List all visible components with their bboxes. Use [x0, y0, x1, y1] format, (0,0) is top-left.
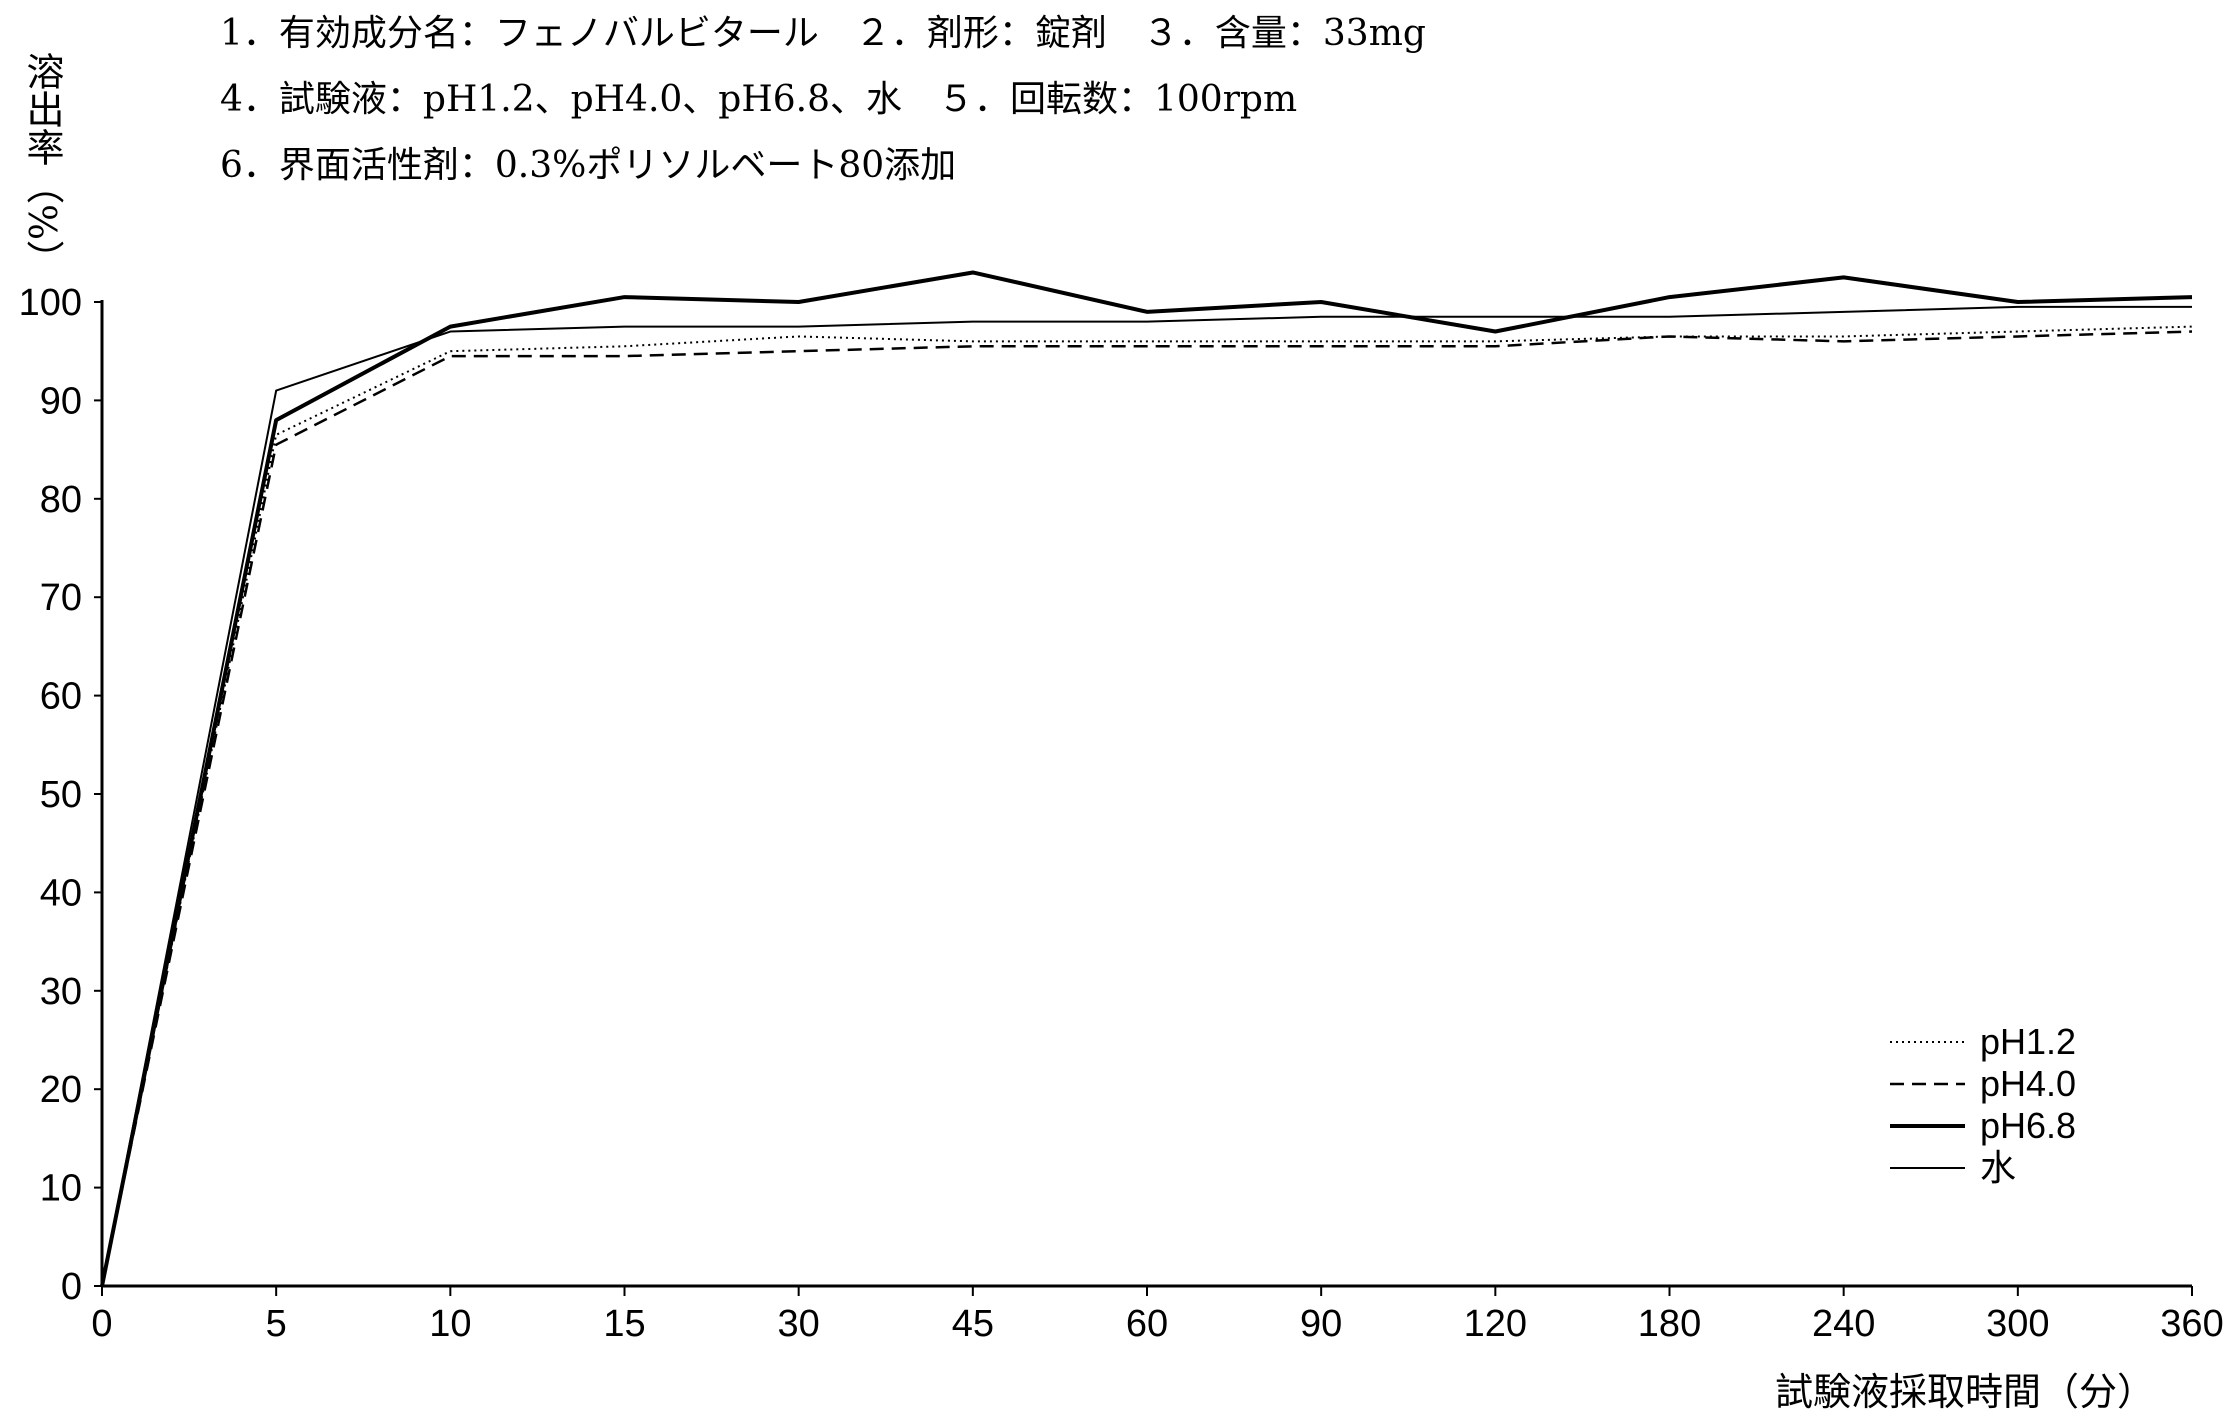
x-tick-label: 10 — [429, 1303, 471, 1345]
series-lines — [100, 270, 2193, 1287]
series-line-3 — [100, 270, 2193, 1287]
y-tick-label: 90 — [40, 380, 82, 422]
x-tick-label: 0 — [91, 1303, 112, 1345]
x-tick-label: 360 — [2160, 1303, 2223, 1345]
x-ticks: 0 5 10 15 30 45 60 90 120 180 240 300 360 — [91, 1286, 2224, 1345]
y-tick-label: 10 — [40, 1168, 82, 1210]
y-ticks: 0 10 20 30 40 50 60 70 80 90 100 — [19, 282, 102, 1308]
condition-line-2: 4．試験液：pH1.2、pH4.0、pH6.8、水 ５．回転数：100rpm — [220, 79, 1298, 120]
y-tick-label: 20 — [40, 1069, 82, 1111]
x-tick-label: 15 — [603, 1303, 645, 1345]
series-line-2 — [100, 330, 2193, 1287]
y-tick-label: 70 — [40, 577, 82, 619]
legend-label-2: pH4.0 — [1980, 1063, 2076, 1104]
y-tick-label: 60 — [40, 676, 82, 718]
x-tick-label: 45 — [952, 1303, 994, 1345]
x-tick-label: 60 — [1126, 1303, 1168, 1345]
axes — [100, 300, 2192, 1288]
y-tick-label: 80 — [40, 479, 82, 521]
y-tick-label: 100 — [19, 282, 82, 324]
y-axis-title: 溶出率（%） — [20, 52, 64, 278]
condition-line-1: 1．有効成分名：フェノバルビタール ２．剤形：錠剤 ３．含量：33mg — [220, 13, 1426, 54]
legend-label-4: 水 — [1980, 1147, 2016, 1188]
condition-line-3: 6．界面活性剤：0.3%ポリソルベート80添加 — [220, 145, 957, 186]
legend-label-1: pH1.2 — [1980, 1021, 2076, 1062]
x-tick-label: 30 — [778, 1303, 820, 1345]
y-tick-label: 0 — [61, 1266, 82, 1308]
x-tick-label: 300 — [1986, 1303, 2049, 1345]
x-tick-label: 120 — [1464, 1303, 1527, 1345]
x-tick-label: 180 — [1638, 1303, 1701, 1345]
x-tick-label: 5 — [266, 1303, 287, 1345]
series-line-1 — [101, 325, 2193, 1287]
y-tick-label: 30 — [40, 971, 82, 1013]
legend-label-3: pH6.8 — [1980, 1105, 2076, 1146]
y-tick-label: 50 — [40, 774, 82, 816]
series-line-4 — [101, 305, 2192, 1287]
y-tick-label: 40 — [40, 872, 82, 914]
x-axis-title: 試験液採取時間（分） — [1775, 1370, 2155, 1414]
x-tick-label: 240 — [1812, 1303, 1875, 1345]
x-tick-label: 90 — [1300, 1303, 1342, 1345]
